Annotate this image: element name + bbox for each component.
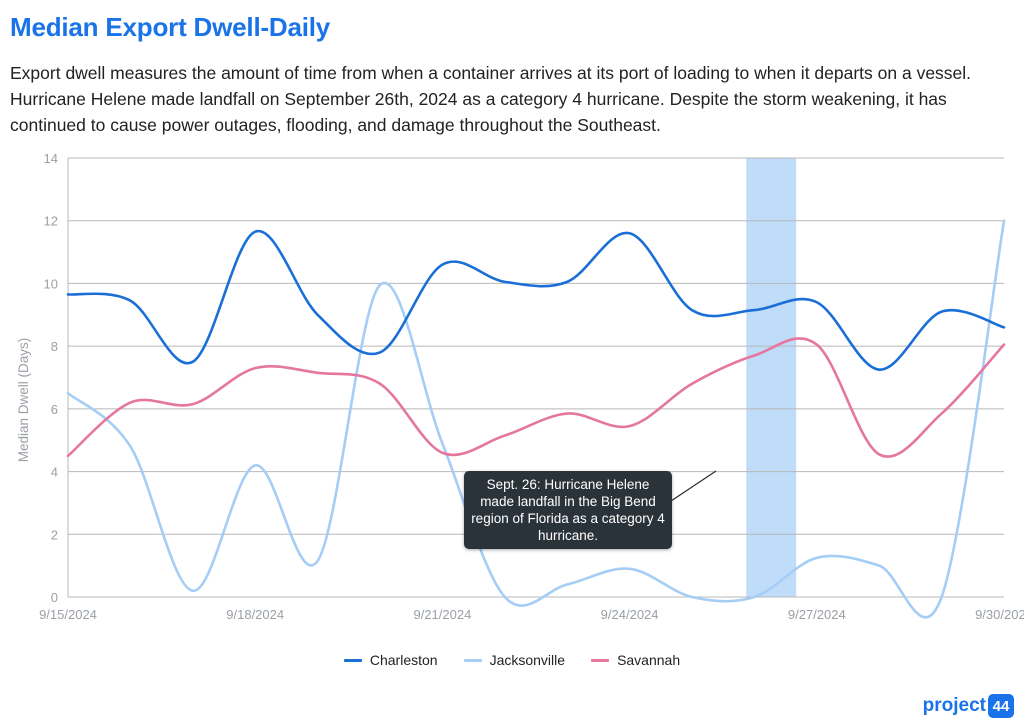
project44-logo: project 44 <box>923 694 1014 718</box>
y-tick-label-10: 10 <box>44 276 58 291</box>
legend-label-jacksonville: Jacksonville <box>489 652 566 668</box>
y-tick-label-6: 6 <box>51 402 58 417</box>
legend-swatch-jacksonville <box>463 658 482 662</box>
annotation-pointer <box>664 470 717 506</box>
legend-label-charleston: Charleston <box>369 652 438 668</box>
legend-item-charleston[interactable]: Charleston <box>343 652 438 668</box>
chart-legend: Charleston Jacksonville Savannah <box>0 652 1024 668</box>
logo-badge: 44 <box>988 694 1014 718</box>
y-tick-label-8: 8 <box>51 339 58 354</box>
x-tick-label-9-21-2024: 9/21/2024 <box>413 607 471 622</box>
x-tick-label-9-15-2024: 9/15/2024 <box>39 607 97 622</box>
chart-description: Export dwell measures the amount of time… <box>10 63 972 135</box>
x-tick-label-9-30-2024: 9/30/2024 <box>975 607 1024 622</box>
y-tick-label-4: 4 <box>51 465 58 480</box>
series-line-savannah <box>66 337 1006 458</box>
legend-swatch-charleston <box>343 658 362 662</box>
series-line-jacksonville <box>66 219 1006 619</box>
x-tick-label-9-27-2024: 9/27/2024 <box>788 607 846 622</box>
legend-item-jacksonville[interactable]: Jacksonville <box>463 652 566 668</box>
y-tick-label-0: 0 <box>51 590 58 605</box>
y-tick-label-14: 14 <box>44 151 58 166</box>
x-tick-label-9-24-2024: 9/24/2024 <box>601 607 659 622</box>
series-line-charleston <box>66 229 1006 371</box>
y-tick-label-12: 12 <box>44 214 58 229</box>
logo-text: project <box>922 695 986 716</box>
legend-label-savannah: Savannah <box>617 652 681 668</box>
page-title: Median Export Dwell-Daily <box>10 12 331 42</box>
legend-item-savannah[interactable]: Savannah <box>591 652 680 668</box>
y-tick-label-2: 2 <box>51 527 58 542</box>
x-tick-label-9-18-2024: 9/18/2024 <box>226 607 284 622</box>
legend-swatch-savannah <box>591 658 610 662</box>
landfall-highlight-band <box>746 158 797 597</box>
y-axis-label: Median Dwell (Days) <box>16 338 31 463</box>
hurricane-annotation: Sept. 26: Hurricane Helene made landfall… <box>464 471 672 549</box>
